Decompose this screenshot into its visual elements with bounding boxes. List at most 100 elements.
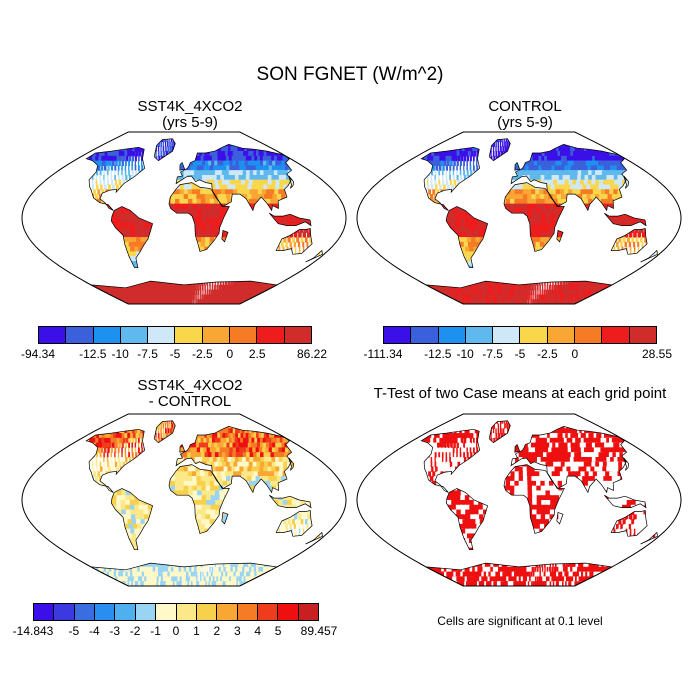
panel-title-sst4k-line2: (yrs 5-9) (162, 114, 218, 131)
coastline-britain (514, 443, 521, 453)
panel-title-diff-line1: SST4K_4XCO2 (137, 377, 243, 394)
coastline-madagascar (221, 511, 229, 525)
coastline-madagascar (221, 229, 229, 243)
coastline-japan (623, 457, 630, 471)
colorbar-label: -14.843 (12, 624, 54, 638)
coastline-indonesia (269, 212, 312, 227)
coastline-britain (179, 161, 186, 171)
colorbar-box (437, 326, 466, 344)
colorbar-label: -5 (514, 347, 526, 361)
colorbar-label: 2 (213, 624, 221, 638)
panel-title-ttest-line1: T-Test of two Case means at each grid po… (373, 385, 667, 402)
colorbar-label: -5 (169, 347, 181, 361)
colorbar-box (119, 326, 149, 344)
colorbar-box (546, 326, 576, 344)
colorbar-box (283, 326, 312, 344)
colorbar-box (574, 326, 603, 344)
colorbar-label: -3 (109, 624, 121, 638)
map-sst4k (21, 131, 347, 305)
coastline-southAmerica (110, 488, 154, 551)
colorbar-box (383, 326, 412, 344)
coastline-greenland (153, 138, 176, 162)
panel-title-sst4k: SST4K_4XCO2 (yrs 5-9) (60, 99, 320, 131)
coastline-northAmerica (420, 428, 481, 493)
map-ttest (356, 413, 682, 587)
colorbar-box (216, 603, 238, 621)
coastline-eurasia (175, 144, 293, 212)
map-border (356, 413, 682, 587)
colorbar-label: 0 (172, 624, 180, 638)
colorbar-label: -2 (129, 624, 141, 638)
colorbar-box (492, 326, 521, 344)
colorbar-box (601, 326, 630, 344)
coastline-newzealand (640, 531, 658, 545)
coastline-greenland (488, 138, 511, 162)
panel-title-diff-line2: - CONTROL (148, 393, 232, 410)
panel-title-control-line2: (yrs 5-9) (497, 114, 553, 131)
colorbar-label: -12.5 (424, 347, 452, 361)
colorbar-label: -5 (68, 624, 80, 638)
colorbar-box (256, 326, 285, 344)
colorbar-box (195, 603, 218, 621)
colorbar-box (464, 326, 494, 344)
colorbar-label: -2.5 (192, 347, 213, 361)
colorbar-label: -10 (456, 347, 474, 361)
coastline-africa (168, 464, 230, 534)
coastline-greenland (153, 420, 176, 444)
figure-title: SON FGNET (W/m^2) (256, 64, 444, 85)
colorbar-box (38, 326, 67, 344)
colorbar-label: 2.5 (248, 347, 266, 361)
colorbar-box (73, 603, 96, 621)
colorbar-label: 5 (274, 624, 282, 638)
map-border (356, 131, 682, 305)
coastline-indonesia (269, 494, 312, 509)
colorbar-box (175, 603, 197, 621)
panel-title-control-line1: CONTROL (488, 98, 562, 115)
colorbar-box (277, 603, 299, 621)
colorbar-label: 86.22 (296, 347, 328, 361)
coastline-madagascar (556, 229, 564, 243)
colorbar-control (383, 326, 657, 344)
coastline-eurasia (175, 426, 293, 494)
map-control (356, 131, 682, 305)
colorbar-label: -7.5 (137, 347, 158, 361)
coastline-japan (623, 175, 630, 189)
coastline-madagascar (556, 511, 564, 525)
colorbar-label: 3 (233, 624, 241, 638)
colorbar-label: 0 (226, 347, 234, 361)
colorbar-box (174, 326, 203, 344)
colorbar-box (519, 326, 548, 344)
colorbar-label: -94.34 (20, 347, 56, 361)
significance-note: Cells are significant at 0.1 level (437, 614, 603, 628)
coastline-britain (514, 161, 521, 171)
colorbar-label: -7.5 (482, 347, 503, 361)
coastline-newzealand (305, 531, 323, 545)
colorbar-label: -2.5 (537, 347, 558, 361)
coastline-africa (503, 182, 565, 252)
coastline-greenland (488, 420, 511, 444)
colorbar-diff (33, 603, 320, 621)
coastline-australia (610, 510, 648, 537)
colorbar-box (155, 603, 177, 621)
coastline-africa (503, 464, 565, 534)
colorbar-label: 89.457 (300, 624, 338, 638)
colorbar-label: -1 (150, 624, 161, 638)
colorbar-label: -12.5 (79, 347, 107, 361)
colorbar-sst4k (38, 326, 312, 344)
coastline-eurasia (510, 426, 628, 494)
coastline-japan (288, 457, 295, 471)
colorbar-box (410, 326, 439, 344)
colorbar-label: 28.55 (641, 347, 673, 361)
coastline-japan (288, 175, 295, 189)
colorbar-box (297, 603, 320, 621)
coastline-australia (610, 228, 648, 255)
panel-title-diff: SST4K_4XCO2 - CONTROL (60, 378, 320, 410)
colorbar-label: -111.34 (363, 347, 403, 361)
colorbar-box (114, 603, 136, 621)
colorbar-label: -4 (88, 624, 100, 638)
panel-title-ttest: T-Test of two Case means at each grid po… (350, 386, 690, 402)
colorbar-box (33, 603, 55, 621)
map-border (21, 131, 347, 305)
coastline-africa (168, 182, 230, 252)
colorbar-box (147, 326, 176, 344)
